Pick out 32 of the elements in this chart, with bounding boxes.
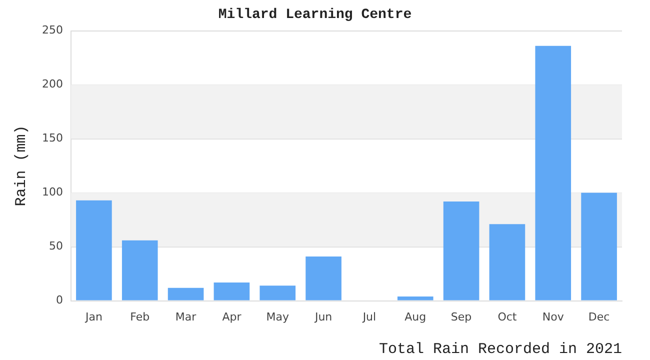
bar (214, 282, 250, 300)
x-tick-label: Sep (450, 310, 472, 324)
bar (489, 224, 526, 300)
y-axis-title: Rain (mm) (12, 125, 30, 206)
bar (122, 240, 158, 300)
bar (76, 200, 112, 300)
y-tick-label: 100 (42, 186, 63, 199)
x-tick-label: Jan (84, 310, 102, 324)
x-tick-label: May (266, 310, 290, 324)
bar (443, 201, 480, 300)
y-tick-label: 200 (42, 78, 63, 91)
bar (168, 288, 204, 300)
x-tick-label: Aug (404, 310, 426, 324)
bar (581, 192, 617, 300)
y-tick-label: 150 (42, 132, 63, 145)
y-tick-label: 50 (48, 240, 63, 253)
y-tick-label: 250 (42, 24, 63, 37)
x-tick-label: Jul (362, 310, 376, 324)
y-tick-label: 0 (56, 294, 63, 307)
chart-title: Millard Learning Centre (218, 6, 412, 23)
x-tick-label: Nov (542, 310, 564, 324)
x-tick-label: Dec (588, 310, 610, 324)
x-tick-label: Jun (314, 310, 332, 324)
x-tick-label: Mar (175, 310, 197, 324)
bar (306, 256, 342, 300)
bar (397, 296, 434, 300)
bar (260, 286, 296, 300)
x-tick-label: Feb (130, 310, 150, 324)
x-tick-label: Oct (498, 310, 518, 324)
bar (535, 46, 572, 300)
x-tick-label: Apr (222, 310, 242, 324)
x-axis-title: Total Rain Recorded in 2021 (378, 340, 622, 358)
